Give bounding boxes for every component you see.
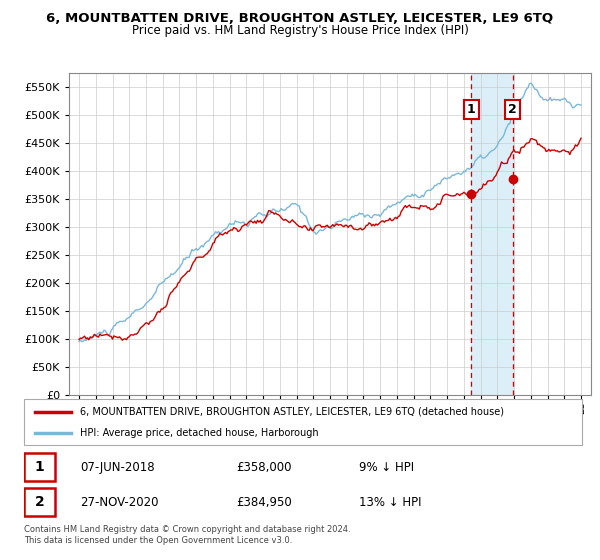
Text: 13% ↓ HPI: 13% ↓ HPI [359,496,421,509]
Text: 6, MOUNTBATTEN DRIVE, BROUGHTON ASTLEY, LEICESTER, LE9 6TQ (detached house): 6, MOUNTBATTEN DRIVE, BROUGHTON ASTLEY, … [80,407,504,417]
Text: HPI: Average price, detached house, Harborough: HPI: Average price, detached house, Harb… [80,428,319,438]
Text: 07-JUN-2018: 07-JUN-2018 [80,460,154,474]
Text: 9% ↓ HPI: 9% ↓ HPI [359,460,414,474]
Text: 2: 2 [34,495,44,510]
Text: 2: 2 [508,102,517,116]
Text: 1: 1 [34,460,44,474]
Text: Contains HM Land Registry data © Crown copyright and database right 2024.
This d: Contains HM Land Registry data © Crown c… [24,525,350,545]
FancyBboxPatch shape [24,453,55,481]
Text: £358,000: £358,000 [236,460,292,474]
Text: 6, MOUNTBATTEN DRIVE, BROUGHTON ASTLEY, LEICESTER, LE9 6TQ: 6, MOUNTBATTEN DRIVE, BROUGHTON ASTLEY, … [46,12,554,25]
FancyBboxPatch shape [24,399,582,445]
Text: 27-NOV-2020: 27-NOV-2020 [80,496,158,509]
Text: £384,950: £384,950 [236,496,292,509]
Bar [471,73,513,395]
Text: 1: 1 [467,102,476,116]
FancyBboxPatch shape [24,488,55,516]
Text: Price paid vs. HM Land Registry's House Price Index (HPI): Price paid vs. HM Land Registry's House … [131,24,469,36]
